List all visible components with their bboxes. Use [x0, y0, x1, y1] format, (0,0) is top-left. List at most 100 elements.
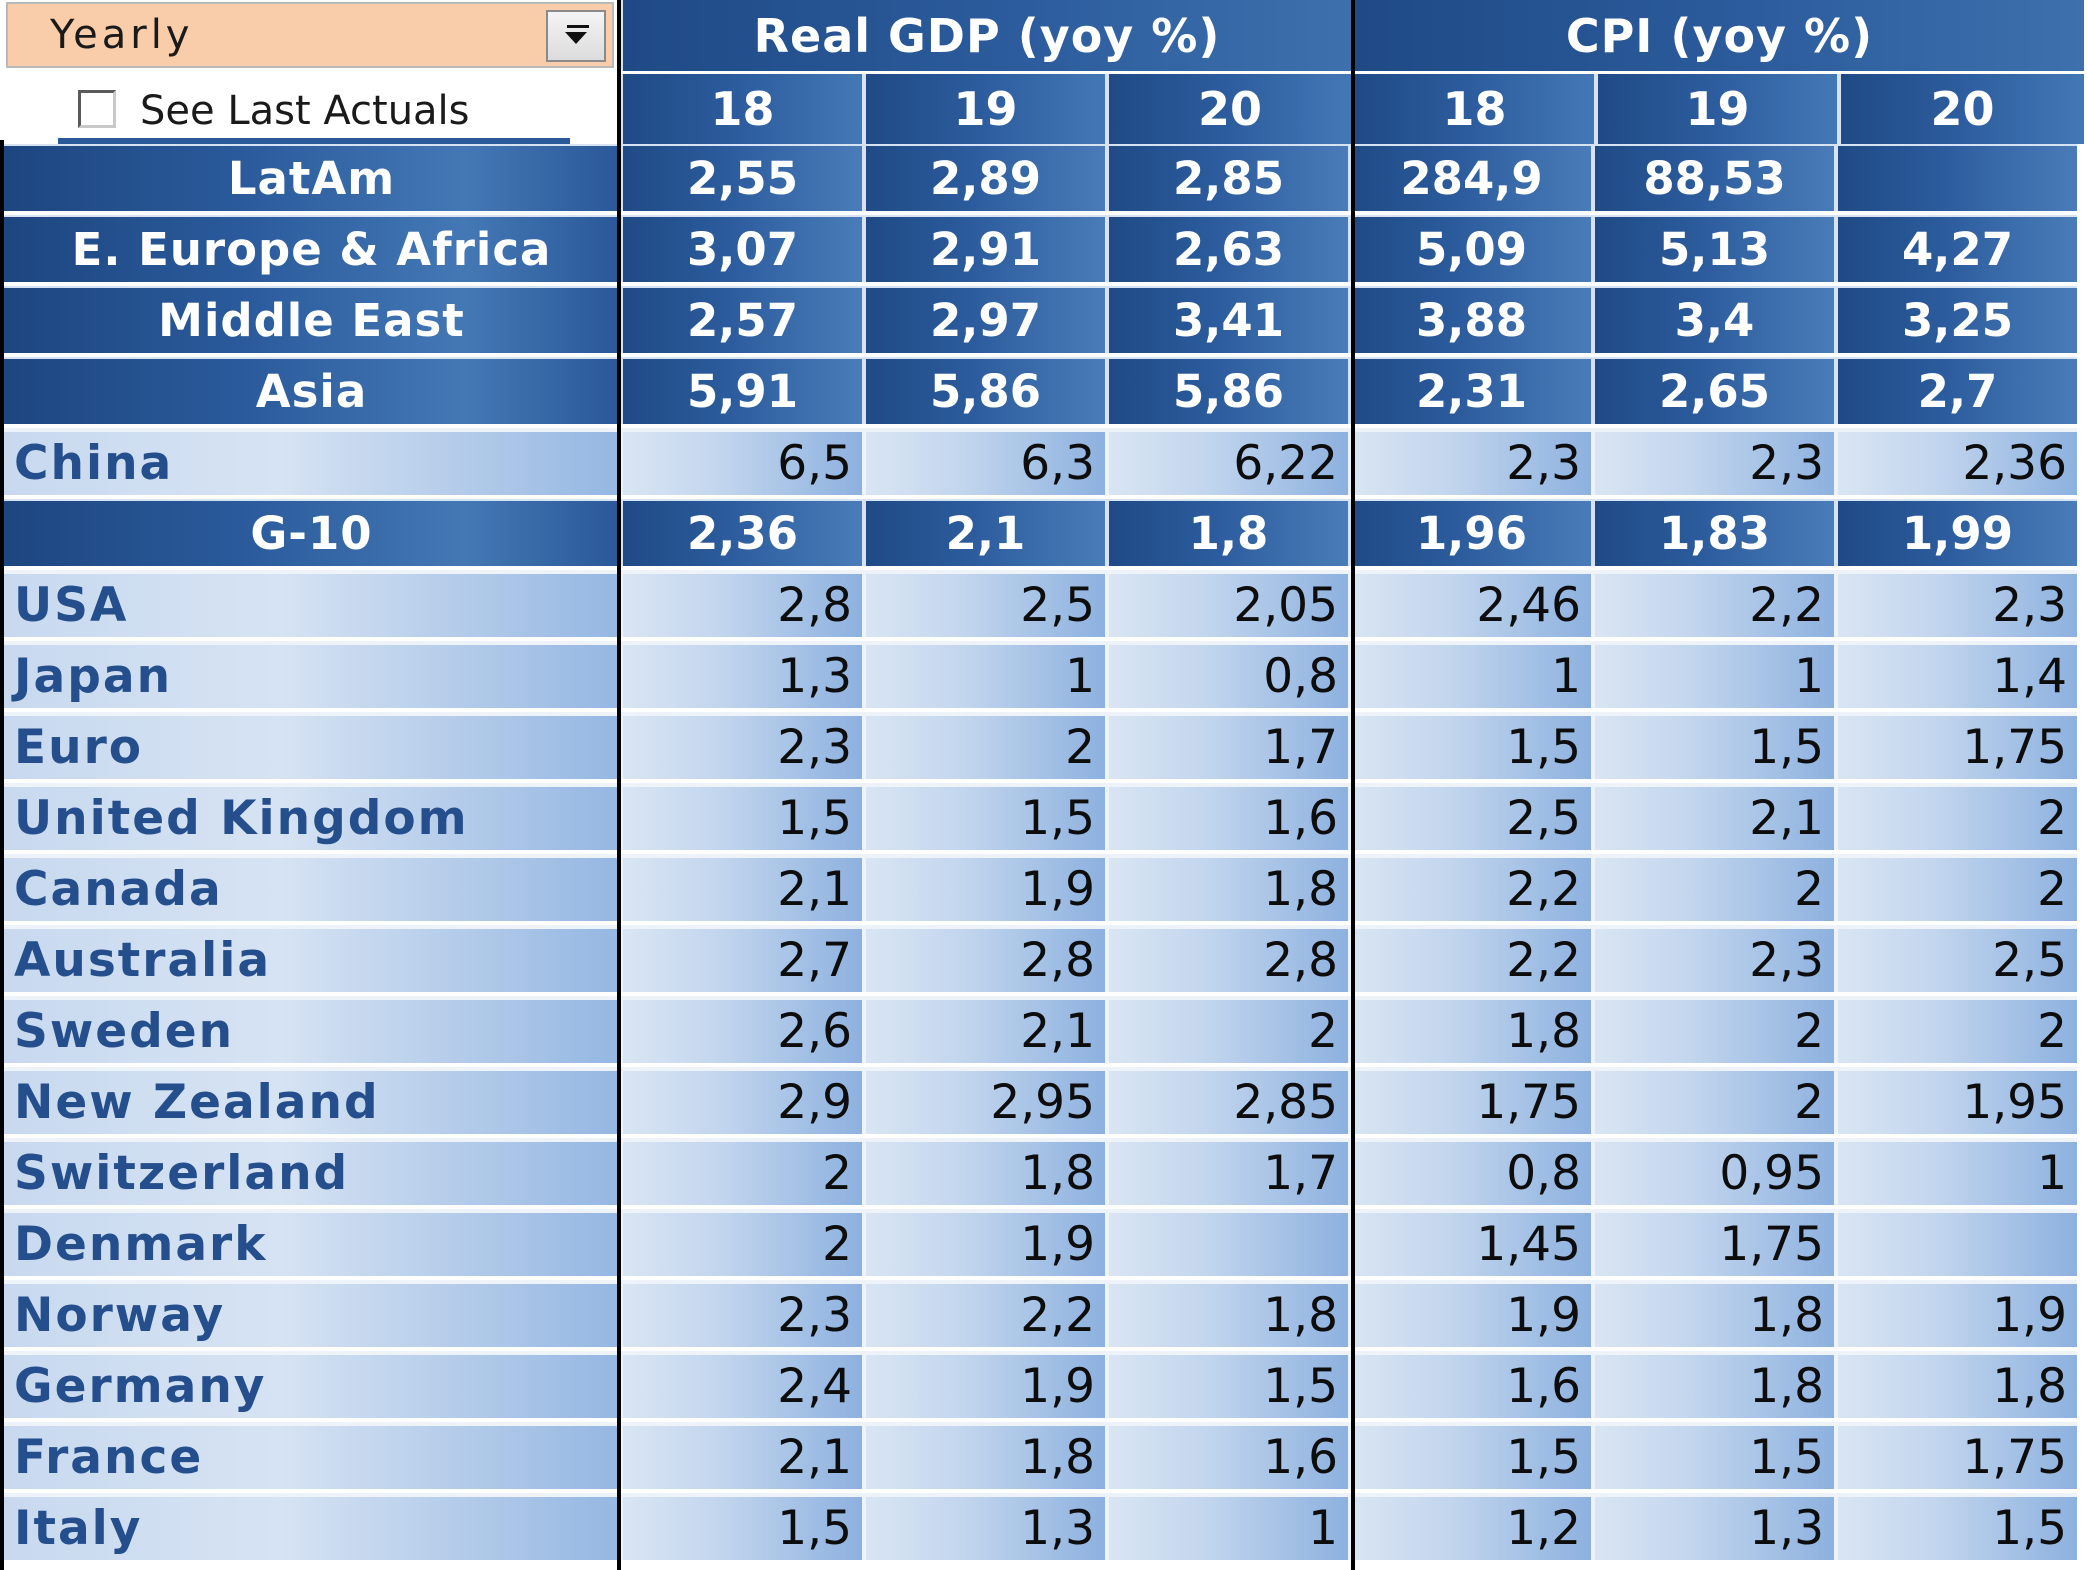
- row-label[interactable]: United Kingdom: [4, 783, 619, 850]
- row-label[interactable]: Norway: [4, 1280, 619, 1347]
- table-cell[interactable]: 2,6: [619, 996, 862, 1063]
- table-cell[interactable]: 1,5: [1591, 712, 1834, 779]
- table-cell[interactable]: 0,8: [1105, 641, 1348, 708]
- row-label[interactable]: Japan: [4, 641, 619, 708]
- table-cell[interactable]: 1,8: [1834, 1351, 2077, 1418]
- table-cell[interactable]: 1,8: [1591, 1351, 1834, 1418]
- row-label[interactable]: E. Europe & Africa: [4, 215, 619, 282]
- table-cell[interactable]: 2,63: [1105, 215, 1348, 282]
- table-cell[interactable]: 1: [1834, 1138, 2077, 1205]
- row-label[interactable]: LatAm: [4, 144, 619, 211]
- table-cell[interactable]: 1,8: [1105, 1280, 1348, 1347]
- table-cell[interactable]: 1,5: [1348, 1422, 1591, 1489]
- dropdown-arrow-button[interactable]: [546, 10, 606, 62]
- table-cell[interactable]: 1,96: [1348, 499, 1591, 566]
- table-cell[interactable]: 2,97: [862, 286, 1105, 353]
- table-cell[interactable]: 1,9: [1834, 1280, 2077, 1347]
- row-label[interactable]: Denmark: [4, 1209, 619, 1276]
- table-cell[interactable]: 1,5: [1348, 712, 1591, 779]
- table-cell[interactable]: 2,1: [619, 854, 862, 921]
- table-cell[interactable]: 2,2: [1348, 925, 1591, 992]
- table-cell[interactable]: 1,3: [1591, 1493, 1834, 1560]
- table-cell[interactable]: 1,5: [1591, 1422, 1834, 1489]
- table-cell[interactable]: 1,5: [862, 783, 1105, 850]
- see-last-actuals-checkbox[interactable]: [78, 90, 116, 128]
- row-label[interactable]: USA: [4, 570, 619, 637]
- table-cell[interactable]: 1,8: [1105, 499, 1348, 566]
- table-cell[interactable]: 2,8: [1105, 925, 1348, 992]
- table-cell[interactable]: 5,13: [1591, 215, 1834, 282]
- table-cell[interactable]: 1,4: [1834, 641, 2077, 708]
- table-cell[interactable]: 2: [1591, 996, 1834, 1063]
- table-cell[interactable]: 1,5: [1105, 1351, 1348, 1418]
- row-label[interactable]: Germany: [4, 1351, 619, 1418]
- table-cell[interactable]: 2,8: [862, 925, 1105, 992]
- table-cell[interactable]: 2: [1834, 996, 2077, 1063]
- table-cell[interactable]: 5,09: [1348, 215, 1591, 282]
- table-cell[interactable]: 1,6: [1105, 1422, 1348, 1489]
- table-cell[interactable]: 2,95: [862, 1067, 1105, 1134]
- table-cell[interactable]: 2,3: [619, 712, 862, 779]
- row-label[interactable]: France: [4, 1422, 619, 1489]
- table-cell[interactable]: 1,9: [862, 854, 1105, 921]
- table-cell[interactable]: 1,3: [862, 1493, 1105, 1560]
- table-cell[interactable]: 2,55: [619, 144, 862, 211]
- table-cell[interactable]: 3,41: [1105, 286, 1348, 353]
- table-cell[interactable]: 1,8: [1348, 996, 1591, 1063]
- table-cell[interactable]: 2,5: [1348, 783, 1591, 850]
- table-cell[interactable]: 1,9: [862, 1351, 1105, 1418]
- table-cell[interactable]: 1: [862, 641, 1105, 708]
- table-cell[interactable]: 2,7: [619, 925, 862, 992]
- table-cell[interactable]: 2,9: [619, 1067, 862, 1134]
- table-cell[interactable]: 3,25: [1834, 286, 2077, 353]
- table-cell[interactable]: 2,4: [619, 1351, 862, 1418]
- table-cell[interactable]: 1,45: [1348, 1209, 1591, 1276]
- table-cell[interactable]: 2,05: [1105, 570, 1348, 637]
- table-cell[interactable]: 1,83: [1591, 499, 1834, 566]
- table-cell[interactable]: 2: [1834, 783, 2077, 850]
- table-cell[interactable]: 5,86: [862, 357, 1105, 424]
- row-label[interactable]: Australia: [4, 925, 619, 992]
- table-cell[interactable]: 2,36: [1834, 428, 2077, 495]
- table-cell[interactable]: 1,75: [1591, 1209, 1834, 1276]
- table-cell[interactable]: 2: [1834, 854, 2077, 921]
- row-label[interactable]: New Zealand: [4, 1067, 619, 1134]
- table-cell[interactable]: [1834, 144, 2077, 211]
- table-cell[interactable]: 2,3: [1834, 570, 2077, 637]
- row-label[interactable]: Italy: [4, 1493, 619, 1560]
- period-dropdown[interactable]: Yearly: [6, 2, 614, 68]
- table-cell[interactable]: 1,9: [862, 1209, 1105, 1276]
- row-label[interactable]: Asia: [4, 357, 619, 424]
- table-cell[interactable]: 2,2: [1591, 570, 1834, 637]
- table-cell[interactable]: 2,36: [619, 499, 862, 566]
- table-cell[interactable]: 1,7: [1105, 712, 1348, 779]
- table-cell[interactable]: 2,8: [619, 570, 862, 637]
- table-cell[interactable]: 2,85: [1105, 144, 1348, 211]
- table-cell[interactable]: 2,3: [619, 1280, 862, 1347]
- table-cell[interactable]: [1834, 1209, 2077, 1276]
- table-cell[interactable]: 3,88: [1348, 286, 1591, 353]
- table-cell[interactable]: 1,2: [1348, 1493, 1591, 1560]
- table-cell[interactable]: 1,95: [1834, 1067, 2077, 1134]
- table-cell[interactable]: 2: [619, 1138, 862, 1205]
- table-cell[interactable]: 2,46: [1348, 570, 1591, 637]
- table-cell[interactable]: 1,7: [1105, 1138, 1348, 1205]
- table-cell[interactable]: 2,91: [862, 215, 1105, 282]
- table-cell[interactable]: 2,1: [1591, 783, 1834, 850]
- table-cell[interactable]: 2,3: [1591, 428, 1834, 495]
- table-cell[interactable]: 0,95: [1591, 1138, 1834, 1205]
- table-cell[interactable]: 6,22: [1105, 428, 1348, 495]
- row-label[interactable]: Sweden: [4, 996, 619, 1063]
- table-cell[interactable]: 1,6: [1348, 1351, 1591, 1418]
- table-cell[interactable]: 2,31: [1348, 357, 1591, 424]
- table-cell[interactable]: 5,91: [619, 357, 862, 424]
- table-cell[interactable]: 1,8: [862, 1422, 1105, 1489]
- table-cell[interactable]: 2: [1591, 1067, 1834, 1134]
- table-cell[interactable]: 1,8: [1105, 854, 1348, 921]
- table-cell[interactable]: 2,57: [619, 286, 862, 353]
- table-cell[interactable]: 1: [1591, 641, 1834, 708]
- table-cell[interactable]: 2,89: [862, 144, 1105, 211]
- table-cell[interactable]: 1,9: [1348, 1280, 1591, 1347]
- table-cell[interactable]: 1,8: [1591, 1280, 1834, 1347]
- table-cell[interactable]: 3,07: [619, 215, 862, 282]
